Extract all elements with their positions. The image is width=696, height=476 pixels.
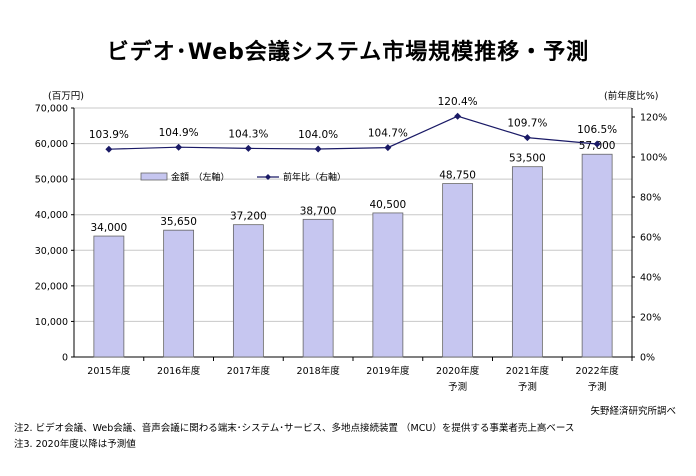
- bar: [581, 153, 613, 358]
- x-tick-label: 2021年度: [506, 365, 550, 377]
- yoy-value-label: 104.3%: [228, 128, 268, 140]
- y-left-tick-label: 0: [62, 353, 68, 364]
- bar-value-label: 40,500: [370, 199, 407, 211]
- yoy-point: [244, 144, 252, 152]
- footnote-3: 注3. 2020年度以降は予測値: [14, 439, 136, 450]
- x-tick-label: 予測: [448, 381, 467, 393]
- yoy-point: [105, 145, 113, 153]
- bar: [302, 218, 334, 358]
- y-right-tick-label: 120%: [640, 113, 667, 124]
- bar-value-label: 37,200: [230, 211, 267, 223]
- y-left-tick-label: 50,000: [35, 175, 68, 186]
- y-right-tick-label: 60%: [640, 233, 661, 244]
- y-right-tick-label: 40%: [640, 273, 661, 284]
- x-tick-label: 2017年度: [227, 365, 271, 377]
- legend-bar-swatch: [140, 172, 168, 181]
- yoy-value-label: 103.9%: [89, 129, 129, 141]
- y-left-tick-label: 20,000: [35, 281, 68, 292]
- y-left-tick-label: 10,000: [35, 317, 68, 328]
- y-right-tick-label: 20%: [640, 313, 661, 324]
- bar: [93, 235, 125, 358]
- yoy-value-label: 104.9%: [159, 127, 199, 139]
- bar: [163, 229, 195, 358]
- y-right-tick-label: 0%: [640, 353, 655, 364]
- yoy-value-label: 109.7%: [507, 118, 547, 130]
- yoy-point: [175, 143, 183, 151]
- y-left-tick-label: 60,000: [35, 139, 68, 150]
- bar-value-label: 35,650: [160, 216, 197, 228]
- x-tick-label: 2020年度: [436, 365, 480, 377]
- x-tick-label: 2022年度: [576, 365, 620, 377]
- footnote-2: 注2. ビデオ会議、Web会議、音声会議に関わる端末･システム･サービス、多地点…: [14, 423, 575, 434]
- bar: [442, 183, 474, 358]
- yoy-point: [523, 134, 531, 142]
- legend-line-marker: [265, 174, 271, 180]
- x-tick-label: 予測: [518, 381, 537, 393]
- y-right-unit: (前年度比%): [604, 90, 658, 102]
- x-tick-label: 2019年度: [366, 365, 410, 377]
- bar-value-label: 48,750: [439, 170, 476, 182]
- yoy-line: [108, 115, 598, 150]
- legend-line-label: 前年比（右軸）: [283, 171, 346, 183]
- chart-title: ビデオ･Web会議システム市場規模推移・予測: [106, 40, 590, 65]
- y-left-tick-label: 30,000: [35, 246, 68, 257]
- legend-bar-label: 金額 （左軸）: [171, 171, 230, 183]
- source-credit: 矢野経済研究所調べ: [590, 406, 676, 417]
- yoy-point: [314, 145, 322, 153]
- bar: [232, 224, 264, 358]
- bar-value-label: 53,500: [509, 153, 546, 165]
- yoy-value-label: 120.4%: [438, 96, 478, 108]
- y-right-tick-label: 80%: [640, 193, 661, 204]
- yoy-value-label: 106.5%: [577, 124, 617, 136]
- x-tick-label: 2015年度: [87, 365, 131, 377]
- x-tick-label: 2016年度: [157, 365, 201, 377]
- yoy-point: [384, 144, 392, 152]
- x-tick-label: 予測: [588, 381, 607, 393]
- y-left-tick-label: 40,000: [35, 210, 68, 221]
- x-tick-label: 2018年度: [297, 365, 341, 377]
- bar-value-label: 34,000: [91, 222, 128, 234]
- yoy-value-label: 104.0%: [298, 129, 338, 141]
- y-left-tick-label: 70,000: [35, 104, 68, 115]
- y-right-tick-label: 100%: [640, 153, 667, 164]
- bar-value-label: 38,700: [300, 205, 337, 217]
- yoy-value-label: 104.7%: [368, 128, 408, 140]
- bar: [372, 212, 404, 358]
- yoy-point: [593, 140, 601, 148]
- bar: [511, 166, 543, 358]
- y-left-unit: (百万円): [48, 91, 84, 102]
- yoy-point: [454, 112, 462, 120]
